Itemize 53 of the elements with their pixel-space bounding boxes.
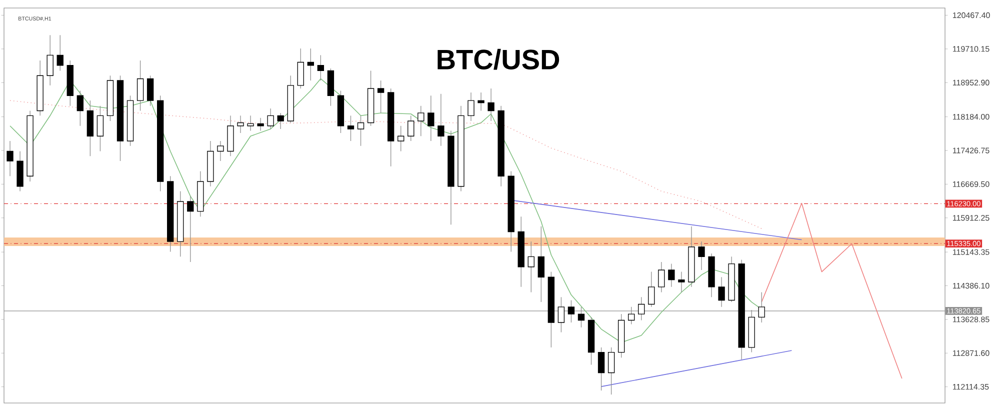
candlestick bbox=[307, 48, 314, 81]
candlestick bbox=[317, 54, 324, 81]
candlestick bbox=[297, 48, 304, 89]
candlestick bbox=[678, 271, 685, 293]
candlestick bbox=[6, 140, 14, 176]
line-series bbox=[10, 100, 762, 230]
candlestick bbox=[418, 106, 424, 136]
text: BTC/USD bbox=[438, 48, 560, 70]
y-tick-label: 113628.85 bbox=[952, 316, 990, 322]
y-tick-label: 112871.60 bbox=[952, 350, 990, 356]
candlestick bbox=[146, 75, 154, 106]
candlestick bbox=[468, 92, 474, 122]
candlestick bbox=[357, 115, 364, 146]
candlestick bbox=[217, 140, 224, 162]
candlestick bbox=[187, 196, 194, 262]
candlestick bbox=[377, 80, 384, 114]
candlestick bbox=[658, 262, 665, 293]
line-series bbox=[761, 202, 902, 379]
candlestick bbox=[668, 263, 675, 288]
y-tick-label: 112114.35 bbox=[952, 384, 989, 390]
candlestick bbox=[608, 347, 615, 395]
y-tick-label: 119710.15 bbox=[952, 46, 990, 52]
candlestick bbox=[277, 112, 284, 130]
y-tick-label: 115143.35 bbox=[952, 249, 990, 255]
candlestick bbox=[247, 115, 254, 132]
y-tick-label: 120467.40 bbox=[952, 12, 990, 18]
y-tick-label: 114386.10 bbox=[952, 282, 990, 289]
y-tick-label: 117426.75 bbox=[952, 148, 990, 154]
candlestick bbox=[538, 226, 544, 302]
candlestick bbox=[438, 94, 444, 146]
y-tick-label: 115912.25 bbox=[952, 215, 990, 221]
candlestick bbox=[398, 126, 404, 152]
candlestick bbox=[488, 88, 494, 122]
candlestick bbox=[76, 90, 84, 126]
y-tick-label: 116669.50 bbox=[952, 181, 990, 188]
y-tick-label: 118952.90 bbox=[952, 80, 990, 86]
candlestick bbox=[56, 34, 64, 72]
candlestick bbox=[237, 115, 244, 134]
candlestick bbox=[718, 276, 725, 308]
candlestick bbox=[698, 241, 705, 270]
candlestick bbox=[257, 118, 264, 132]
candlestick bbox=[347, 115, 354, 142]
candlestick bbox=[408, 115, 414, 142]
candlestick bbox=[428, 95, 434, 142]
candlestick bbox=[598, 347, 605, 391]
candlestick bbox=[267, 108, 274, 130]
candlestick bbox=[648, 271, 655, 308]
candlestick bbox=[96, 106, 104, 152]
candlestick bbox=[528, 241, 534, 293]
candlestick bbox=[478, 92, 484, 112]
candlestick bbox=[136, 60, 144, 112]
y-tick-label: 118184.00 bbox=[952, 114, 990, 120]
candlestick bbox=[46, 34, 54, 86]
